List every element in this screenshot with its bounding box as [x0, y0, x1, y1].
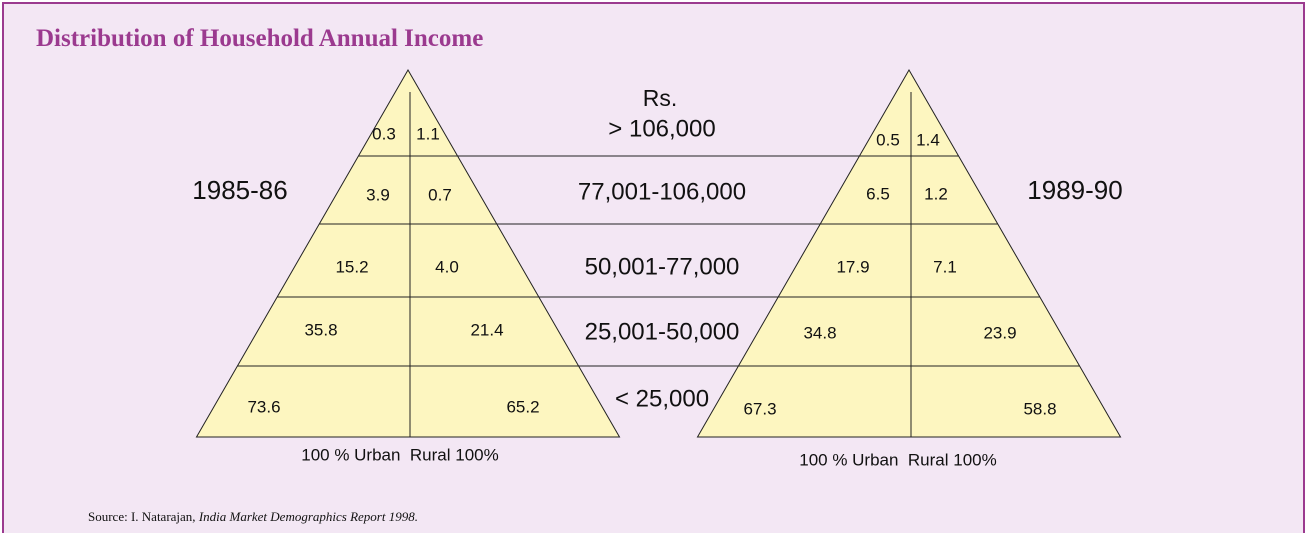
urban-value: 34.8	[803, 323, 836, 342]
band-label: < 25,000	[615, 385, 709, 412]
urban-value: 67.3	[743, 399, 776, 418]
rural-value: 21.4	[470, 320, 503, 339]
rural-value: 1.1	[416, 124, 440, 143]
rural-value: 1.2	[924, 184, 948, 203]
rural-value: 4.0	[435, 257, 459, 276]
title: Distribution of Household Annual Income	[36, 25, 483, 52]
pyramid	[696, 68, 1122, 438]
urban-value: 0.5	[876, 130, 900, 149]
urban-value: 3.9	[366, 185, 390, 204]
year-label: 1985-86	[192, 175, 287, 205]
band-label: 25,001-50,000	[585, 318, 740, 345]
rural-value: 58.8	[1023, 399, 1056, 418]
rural-value: 65.2	[506, 397, 539, 416]
currency-label: Rs.	[643, 85, 678, 111]
pyramid	[195, 68, 621, 438]
rural-value: 1.4	[916, 130, 940, 149]
urban-value: 35.8	[304, 320, 337, 339]
rural-value: 23.9	[983, 323, 1016, 342]
rural-value: 7.1	[933, 257, 957, 276]
pyramid-footer: 100 % Urban Rural 100%	[799, 450, 997, 469]
source-work: India Market Demographics Report 1998.	[198, 509, 418, 524]
urban-value: 15.2	[335, 257, 368, 276]
band-label: 50,001-77,000	[585, 253, 740, 280]
year-label: 1989-90	[1027, 175, 1122, 205]
band-label: > 106,000	[608, 115, 715, 142]
urban-value: 0.3	[372, 124, 396, 143]
pyramid-footer: 100 % Urban Rural 100%	[301, 445, 499, 464]
source-prefix: Source: I. Natarajan,	[88, 509, 199, 524]
urban-value: 17.9	[836, 257, 869, 276]
urban-value: 73.6	[247, 397, 280, 416]
source: Source: I. Natarajan, India Market Demog…	[88, 509, 418, 524]
urban-value: 6.5	[866, 184, 890, 203]
rural-value: 0.7	[428, 185, 452, 204]
band-label: 77,001-106,000	[578, 178, 746, 205]
